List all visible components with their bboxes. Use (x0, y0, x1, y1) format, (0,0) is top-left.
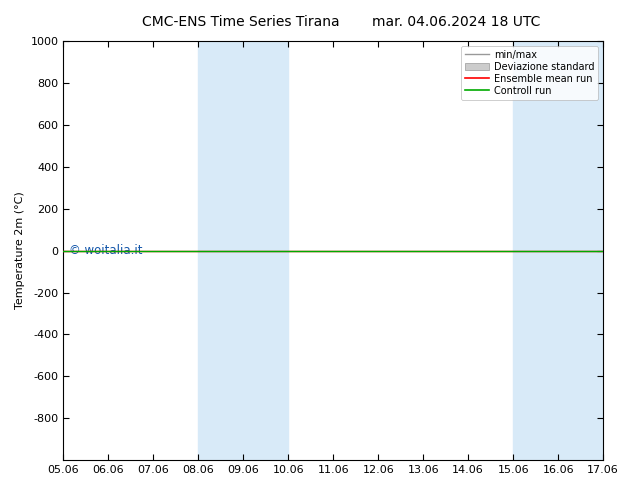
Y-axis label: Temperature 2m (°C): Temperature 2m (°C) (15, 192, 25, 310)
Legend: min/max, Deviazione standard, Ensemble mean run, Controll run: min/max, Deviazione standard, Ensemble m… (461, 46, 598, 99)
Bar (513, 41, 558, 460)
Text: © woitalia.it: © woitalia.it (69, 244, 142, 257)
Text: CMC-ENS Time Series Tirana: CMC-ENS Time Series Tirana (142, 15, 340, 29)
Text: mar. 04.06.2024 18 UTC: mar. 04.06.2024 18 UTC (372, 15, 541, 29)
Bar (558, 41, 603, 460)
Bar (198, 41, 243, 460)
Bar (243, 41, 288, 460)
